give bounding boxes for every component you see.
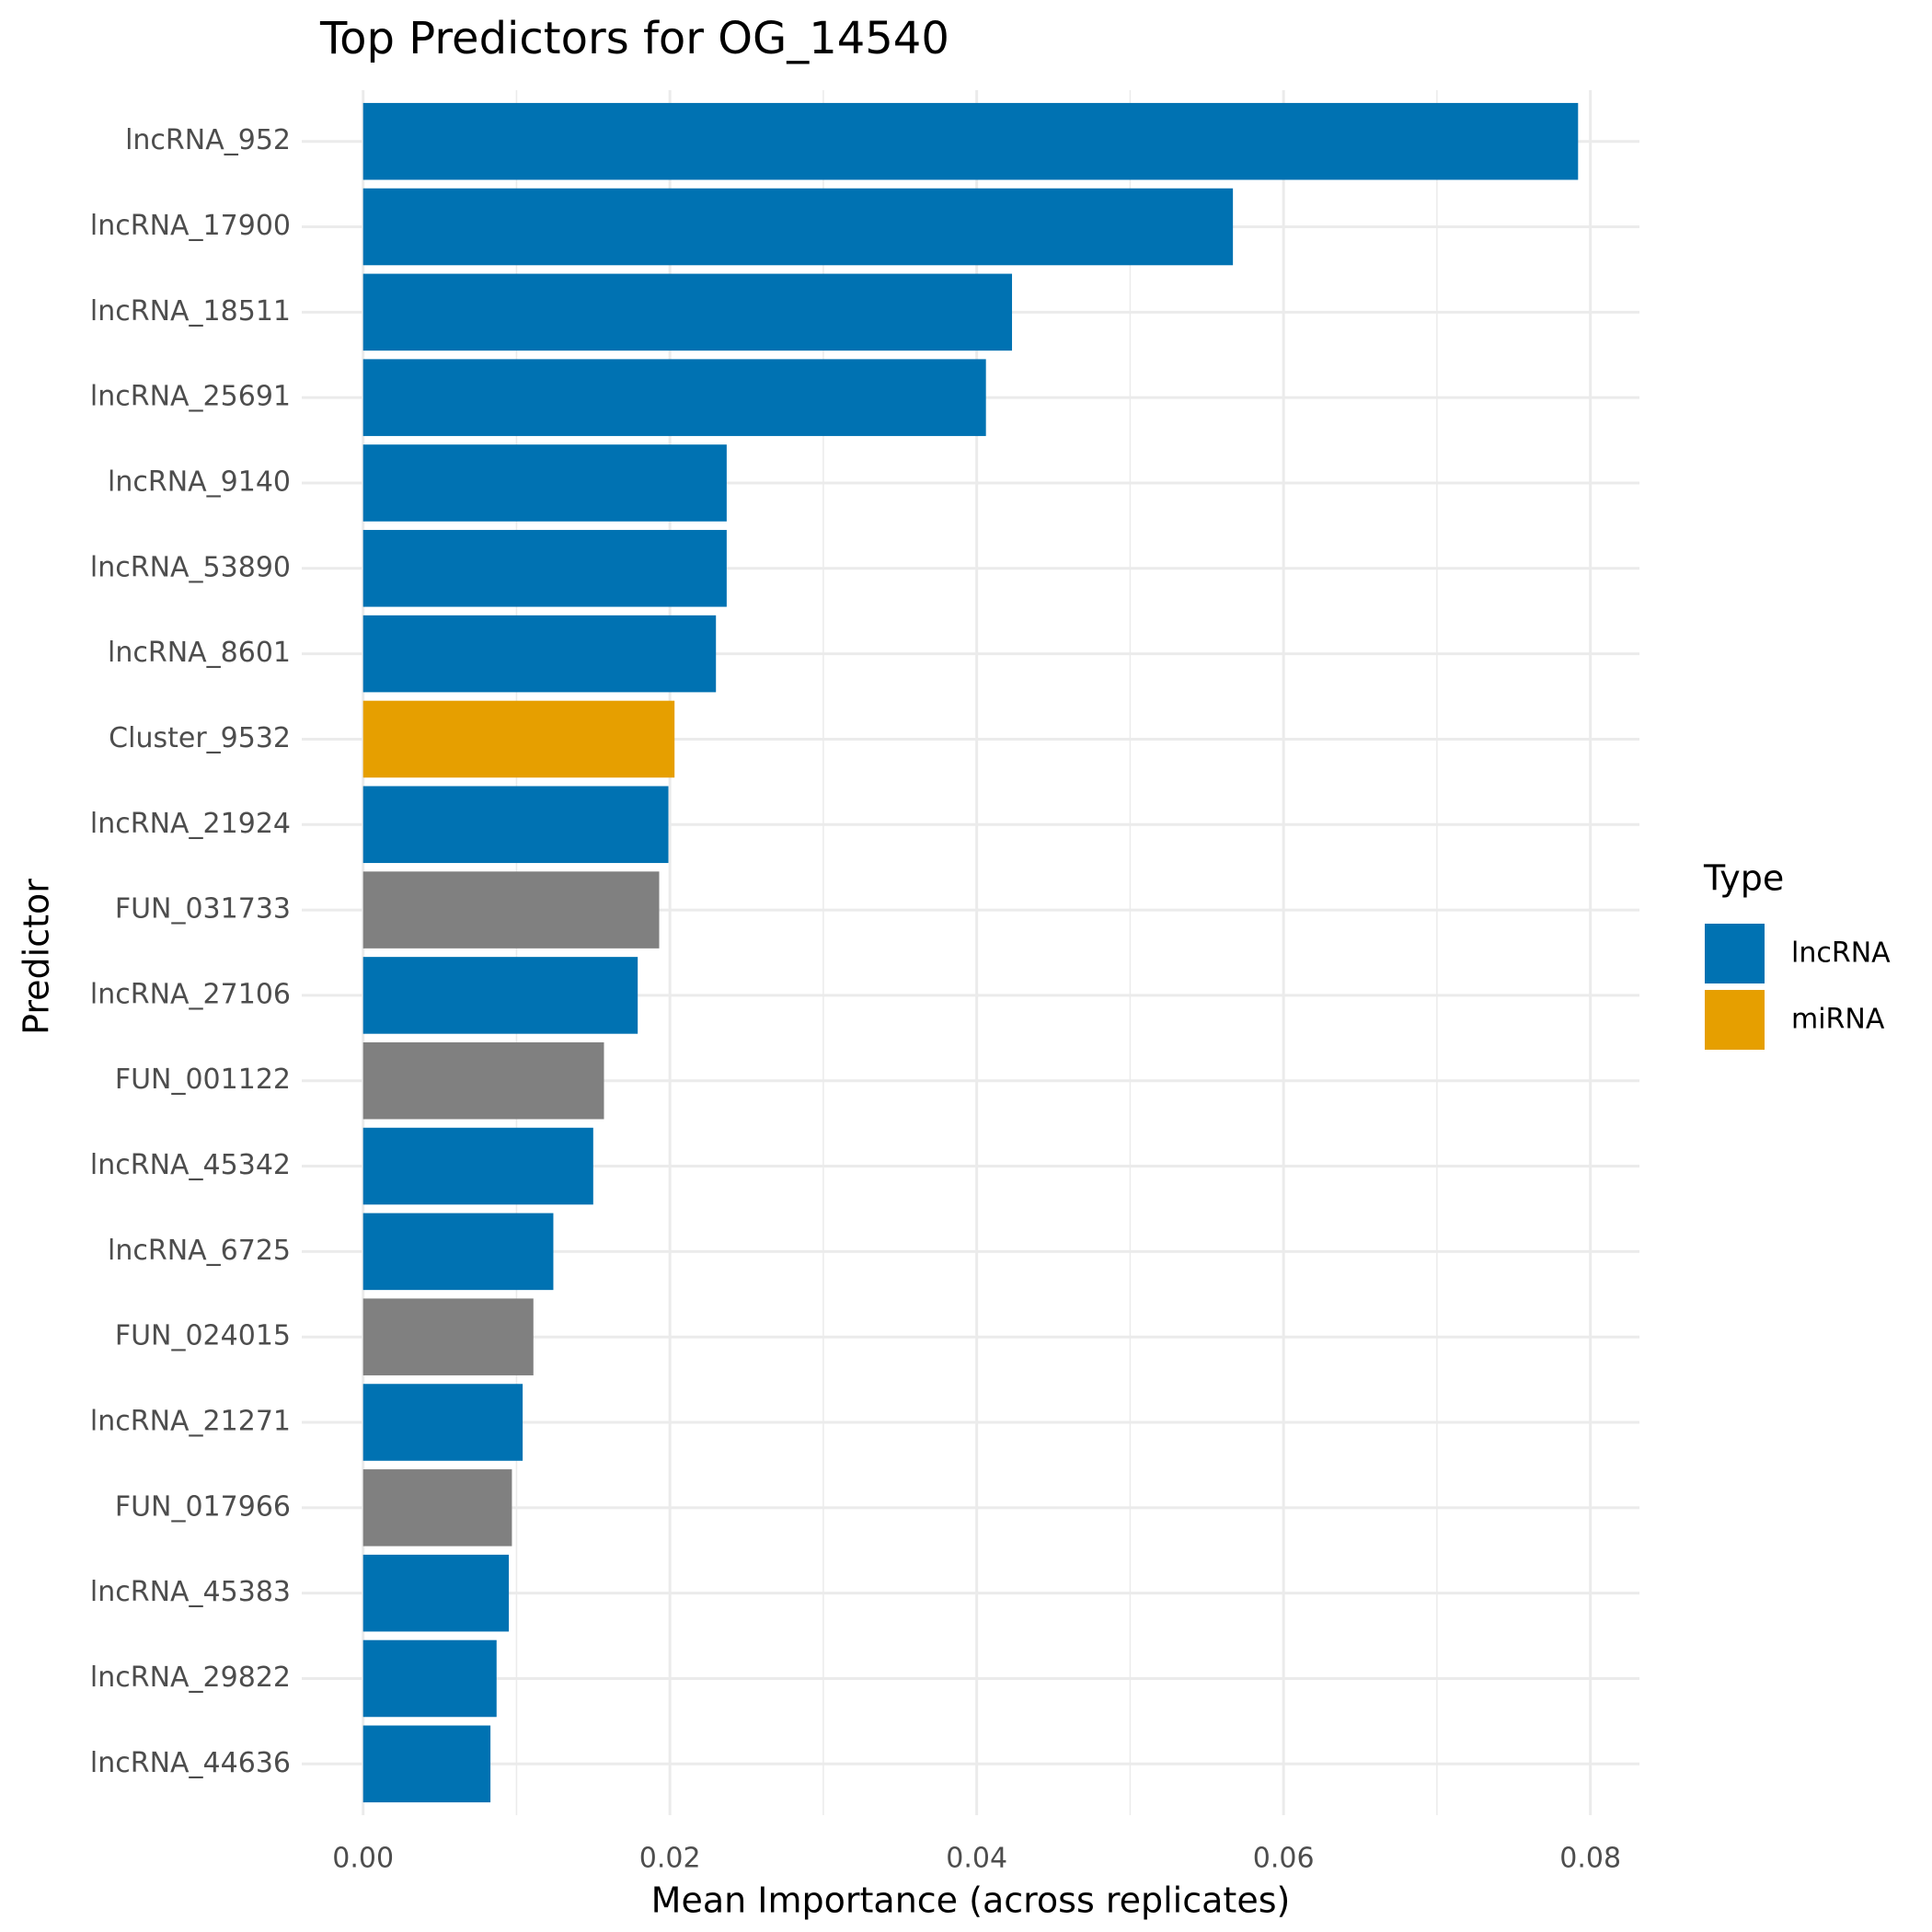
y-tick-label: lncRNA_9140 <box>108 466 291 498</box>
legend-label: lncRNA <box>1791 937 1891 970</box>
y-tick-label: lncRNA_44636 <box>90 1747 291 1779</box>
y-axis-title: Predictor <box>17 879 57 1035</box>
y-tick-label: lncRNA_17900 <box>90 210 291 242</box>
y-tick-label: lncRNA_25691 <box>90 381 291 413</box>
bar <box>362 700 675 778</box>
bar <box>362 786 669 864</box>
y-tick-label: lncRNA_45383 <box>90 1576 291 1608</box>
bar <box>362 615 717 693</box>
bar <box>362 1554 510 1632</box>
bar <box>362 1298 534 1375</box>
y-tick-label: Cluster_9532 <box>109 722 291 754</box>
x-axis-title: Mean Importance (across replicates) <box>651 1880 1291 1921</box>
y-tick-label: lncRNA_21271 <box>90 1406 291 1438</box>
bar <box>362 273 1013 351</box>
y-tick-label: lncRNA_45342 <box>90 1149 291 1181</box>
x-tick-label: 0.08 <box>1559 1843 1621 1875</box>
y-tick-label: FUN_017966 <box>115 1490 291 1523</box>
chart-title: Top Predictors for OG_14540 <box>319 13 949 64</box>
x-tick-label: 0.02 <box>639 1843 701 1875</box>
y-tick-label: lncRNA_27106 <box>90 978 291 1010</box>
bar <box>362 1469 512 1547</box>
y-tick-label: FUN_031733 <box>115 893 291 926</box>
bar <box>362 530 727 607</box>
bar <box>362 1213 554 1291</box>
y-tick-label: lncRNA_21924 <box>90 808 291 840</box>
y-tick-label: lncRNA_53890 <box>90 551 291 583</box>
bar <box>362 871 660 949</box>
legend-label: miRNA <box>1791 1004 1885 1036</box>
bar <box>362 1041 604 1120</box>
bar <box>362 188 1234 266</box>
y-tick-label: FUN_001122 <box>115 1064 291 1096</box>
y-tick-label: FUN_024015 <box>115 1320 291 1352</box>
x-tick-label: 0.00 <box>332 1843 394 1875</box>
bar <box>362 1725 491 1803</box>
bar <box>362 1639 497 1718</box>
bar <box>362 102 1579 180</box>
legend-title: Type <box>1703 858 1784 899</box>
y-tick-label: lncRNA_8601 <box>108 637 291 669</box>
legend-swatch <box>1705 924 1765 983</box>
y-tick-label: lncRNA_18511 <box>90 295 291 328</box>
y-tick-label: lncRNA_6725 <box>108 1235 291 1267</box>
bar <box>362 1384 523 1461</box>
legend-swatch <box>1705 990 1765 1050</box>
y-tick-label: lncRNA_952 <box>125 124 291 156</box>
x-tick-label: 0.06 <box>1253 1843 1315 1875</box>
y-tick-label: lncRNA_29822 <box>90 1662 291 1694</box>
x-tick-label: 0.04 <box>946 1843 1007 1875</box>
bar <box>362 957 638 1034</box>
bar <box>362 444 727 522</box>
bar <box>362 1127 593 1205</box>
bar <box>362 359 986 436</box>
